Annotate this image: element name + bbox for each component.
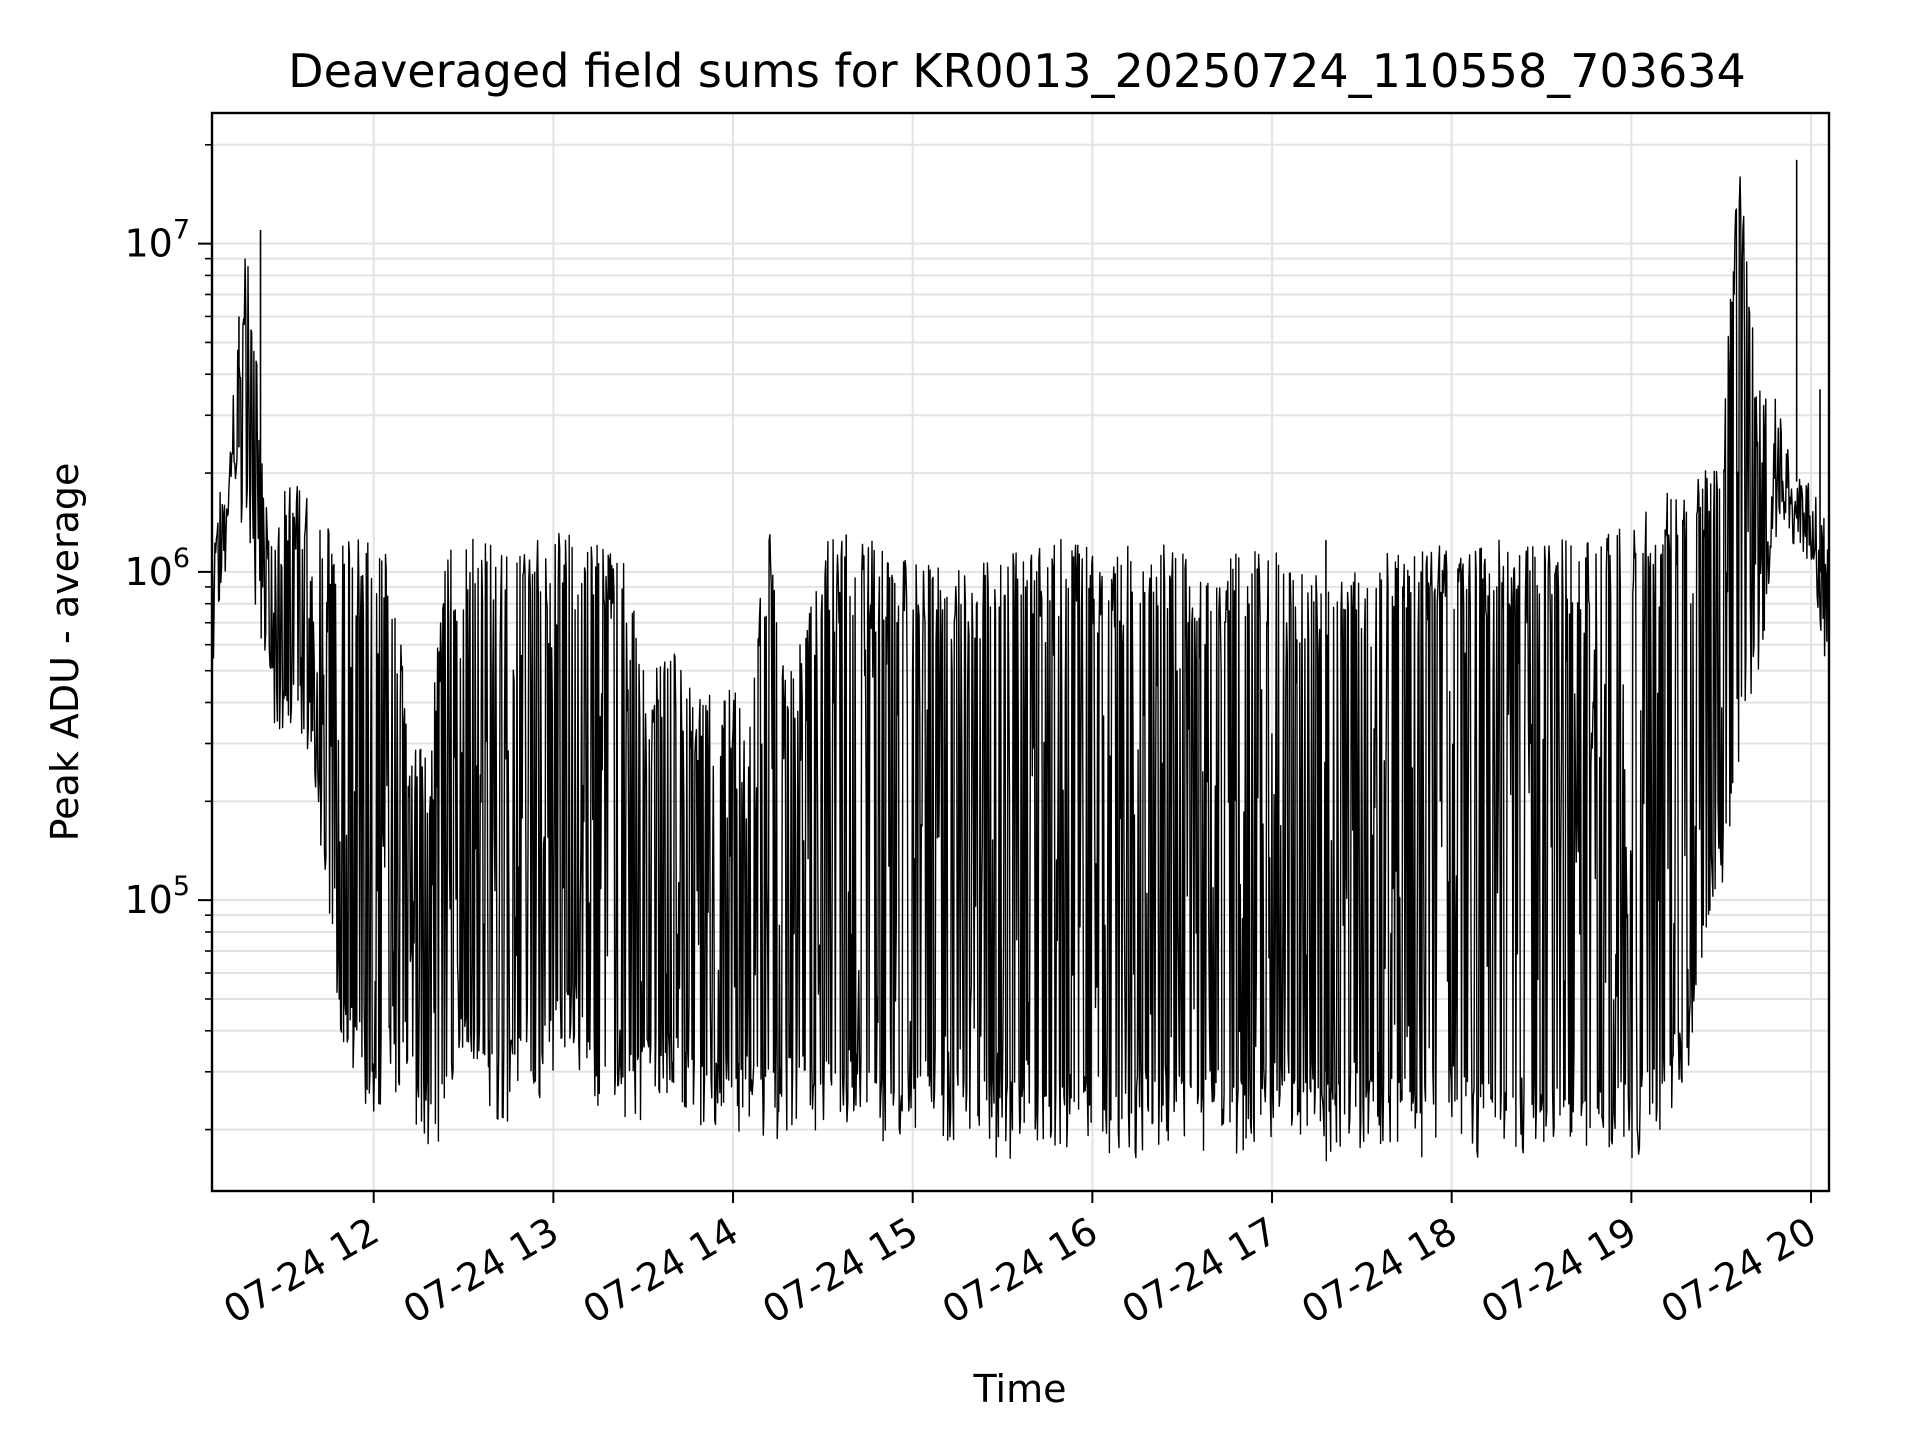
series-line (211, 176, 1830, 1162)
x-axis-label: Time (973, 1367, 1067, 1411)
y-axis: 105 106 107 (124, 144, 212, 1131)
y-tick-label: 107 (124, 215, 190, 266)
series-layer (211, 159, 1830, 1162)
plot-frame (210, 111, 1831, 1193)
chart-title: Deaveraged field sums for KR0013_2025072… (288, 44, 1746, 98)
y-tick-label: 105 (124, 871, 190, 922)
y-tick-label: 106 (124, 543, 190, 594)
y-axis-label: Peak ADU - average (43, 463, 87, 842)
